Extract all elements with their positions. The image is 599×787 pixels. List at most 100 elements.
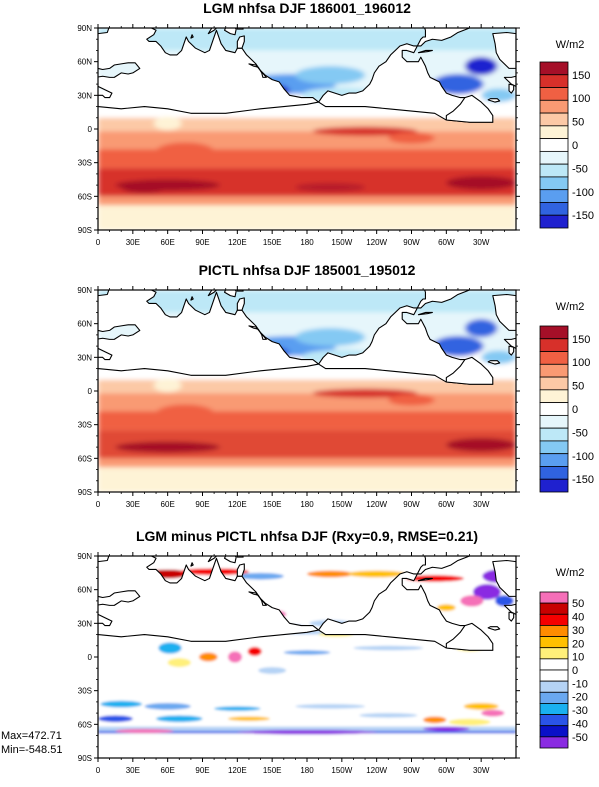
colorbar-label: 50 [572,117,584,129]
colorbar-swatch [539,112,569,127]
colorbar-label: 0 [572,140,578,152]
colorbar-swatch [539,202,569,216]
lat-tick-label: 30S [78,159,92,168]
lat-tick-label: 0 [88,125,93,134]
lat-tick-label: 30S [78,421,92,430]
colorbar-swatch [539,602,569,615]
lon-tick-label: 30E [126,500,140,509]
panel-1-title: LGM nhfsa DJF 186001_196012 [203,0,411,16]
colorbar-swatch [539,99,569,114]
lat-tick-label: 30S [78,687,92,696]
lat-tick-label: 60S [78,454,92,463]
colorbar-label: -150 [572,474,594,486]
panel-3-units: W/m2 [556,567,585,579]
panel-2-units: W/m2 [556,301,585,313]
colorbar-swatch [539,625,569,637]
land-coastlines [98,556,517,651]
colorbar-swatch [539,427,569,442]
lon-tick-label: 180 [300,766,314,775]
colorbar-swatch [539,363,569,378]
lon-tick-label: 30W [473,238,490,247]
lon-tick-label: 30E [126,238,140,247]
lon-tick-label: 90E [195,500,209,509]
colorbar-label: -100 [572,451,594,463]
lon-tick-label: 90W [403,500,420,509]
map-panel-1: 90N 60N 30N 0 30S 60S 90S 0 30E 60E 90E 120E 150E 180… [77,24,594,247]
colorbar-swatch [539,389,569,404]
lat-tick-label: 90N [77,286,92,295]
colorbar-swatch [539,680,569,693]
lon-tick-label: 0 [96,766,101,775]
lon-tick-label: 120E [228,238,247,247]
colorbar-swatch [539,138,569,152]
colorbar-swatch [539,736,569,749]
land-coastlines [98,290,517,385]
lon-tick-label: 30W [473,766,490,775]
colorbar-label: 150 [572,334,590,346]
lon-tick-label: 150E [263,500,282,509]
colorbar-swatch [539,636,569,649]
colorbar-label: 100 [572,357,590,369]
colorbar-swatch [539,214,569,229]
panel-2-title: PICTL nhfsa DJF 185001_195012 [199,262,416,278]
lon-tick-label: 90W [403,766,420,775]
lon-tick-label: 90W [403,238,420,247]
colorbar-swatch [539,714,569,727]
colorbar-swatch [539,658,569,671]
lon-tick-label: 150E [263,238,282,247]
colorbar-swatch [539,189,569,203]
colorbar-swatch [539,453,569,467]
lat-tick-label: 90S [78,754,92,763]
colorbar-swatch [539,591,569,604]
lat-tick-label: 90N [77,24,92,33]
colorbar-swatch [539,376,569,391]
colorbar-label: 0 [572,665,578,677]
lat-tick-label: 90S [78,488,92,497]
lon-tick-label: 0 [96,238,101,247]
lat-tick-label: 0 [88,653,93,662]
lon-tick-label: 30E [126,766,140,775]
map-panel-2: 90N 60N 30N 0 30S 60S 90S 0 30E 60E 90E 120E 150E 180… [77,286,594,509]
lon-tick-label: 120W [366,500,387,509]
lon-tick-label: 180 [300,238,314,247]
colorbar-label: 50 [572,598,584,610]
colorbar-label: 0 [572,404,578,416]
colorbar-swatch [539,691,569,704]
lon-tick-label: 30W [473,500,490,509]
lon-tick-label: 60E [161,238,175,247]
colorbar-1: 150 100 50 0 -50 -100 -150 [539,61,594,229]
lat-tick-label: 60N [77,586,92,595]
lon-tick-label: 90E [195,238,209,247]
lat-tick-label: 30N [77,619,92,628]
colorbar-swatch [539,150,569,165]
colorbar-label: -30 [572,705,588,717]
lat-tick-label: 30N [77,353,92,362]
colorbar-swatch [539,87,569,101]
colorbar-swatch [539,440,569,455]
colorbar-swatch [539,703,569,715]
lon-tick-label: 180 [300,500,314,509]
lon-tick-label: 120E [228,500,247,509]
colorbar-swatch [539,669,569,682]
colorbar-label: -50 [572,732,588,744]
map-panel-3: 90N 60N 30N 0 30S 60S 90S 0 30E 60E 90E 120E 150E 180… [77,552,588,775]
colorbar-swatch [539,414,569,429]
colorbar-label: 100 [572,93,590,105]
colorbar-label: -100 [572,187,594,199]
min-label: Min=-548.51 [1,744,62,756]
colorbar-swatch [539,613,569,626]
lon-tick-label: 60E [161,500,175,509]
lon-tick-label: 120W [366,766,387,775]
lon-tick-label: 60W [438,766,455,775]
colorbar-label: -50 [572,427,588,439]
lon-tick-label: 60W [438,238,455,247]
lat-tick-label: 90S [78,226,92,235]
colorbar-swatch [539,478,569,493]
colorbar-2: 150 100 50 0 -50 -100 -150 [539,325,594,493]
lon-tick-label: 90E [195,766,209,775]
lat-tick-label: 60S [78,720,92,729]
lat-tick-label: 60S [78,192,92,201]
colorbar-swatch [539,725,569,738]
colorbar-label: 50 [572,381,584,393]
